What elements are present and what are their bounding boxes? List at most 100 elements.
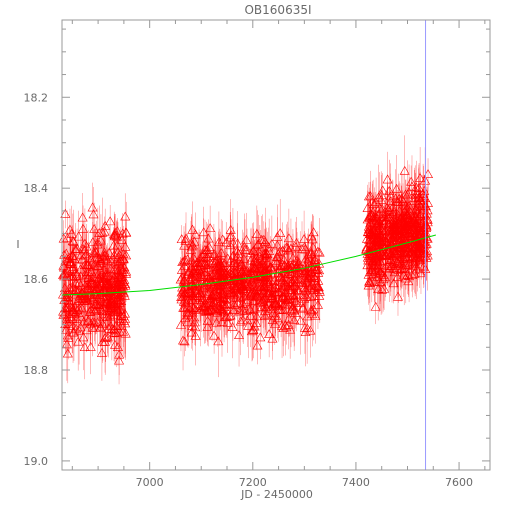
data-point bbox=[391, 183, 402, 193]
data-point bbox=[222, 298, 233, 308]
data-point bbox=[297, 303, 308, 313]
data-point bbox=[377, 185, 388, 195]
data-point bbox=[283, 233, 294, 243]
data-point bbox=[63, 332, 74, 342]
data-point bbox=[176, 234, 187, 244]
data-point bbox=[200, 298, 211, 308]
data-point bbox=[266, 238, 277, 248]
data-point bbox=[401, 210, 412, 219]
data-point bbox=[242, 278, 253, 288]
data-point bbox=[203, 233, 214, 243]
data-point bbox=[108, 253, 119, 263]
data-point bbox=[116, 262, 127, 272]
data-point bbox=[398, 228, 409, 238]
data-point bbox=[179, 302, 190, 312]
data-point bbox=[301, 291, 312, 301]
data-point bbox=[392, 272, 403, 282]
data-point bbox=[120, 328, 131, 338]
data-point bbox=[312, 299, 323, 309]
data-point bbox=[61, 293, 72, 303]
data-point bbox=[275, 228, 286, 238]
data-point bbox=[117, 234, 128, 244]
data-point bbox=[413, 192, 424, 202]
data-point bbox=[300, 244, 311, 254]
data-point bbox=[373, 208, 384, 218]
data-point bbox=[202, 278, 213, 288]
data-point bbox=[248, 246, 259, 255]
data-point bbox=[200, 267, 211, 277]
data-point bbox=[79, 342, 90, 352]
data-point bbox=[106, 302, 117, 312]
data-point bbox=[115, 304, 126, 314]
data-point bbox=[64, 316, 75, 326]
data-point bbox=[77, 254, 88, 264]
data-point bbox=[372, 271, 383, 281]
y-tick-label: 19.0 bbox=[24, 455, 49, 468]
data-point bbox=[227, 322, 238, 331]
data-point bbox=[189, 236, 200, 246]
data-point bbox=[109, 323, 120, 333]
data-point bbox=[261, 276, 272, 286]
data-point bbox=[252, 239, 263, 249]
data-point bbox=[314, 258, 325, 268]
data-point bbox=[307, 309, 318, 319]
x-tick-label: 7600 bbox=[445, 476, 473, 489]
data-point bbox=[179, 240, 190, 250]
data-point bbox=[412, 209, 423, 219]
data-point bbox=[100, 220, 111, 230]
data-point bbox=[206, 304, 217, 314]
data-point bbox=[382, 212, 393, 222]
data-point bbox=[285, 324, 296, 334]
data-point bbox=[109, 259, 121, 269]
data-point bbox=[102, 311, 113, 321]
data-point bbox=[187, 224, 198, 234]
data-point bbox=[362, 203, 373, 213]
data-point bbox=[249, 264, 260, 274]
data-point bbox=[212, 259, 223, 269]
data-point bbox=[271, 258, 282, 267]
data-point bbox=[410, 237, 421, 247]
data-point bbox=[237, 315, 248, 325]
data-point bbox=[207, 257, 218, 267]
data-point bbox=[211, 264, 222, 274]
data-point bbox=[392, 291, 403, 301]
data-point bbox=[257, 241, 268, 251]
data-point bbox=[73, 231, 84, 241]
data-point bbox=[374, 202, 385, 212]
data-point bbox=[270, 255, 281, 265]
data-point bbox=[88, 283, 99, 293]
data-point bbox=[299, 241, 310, 251]
data-point bbox=[87, 257, 98, 267]
data-point bbox=[88, 209, 99, 219]
data-point bbox=[291, 255, 302, 265]
data-point bbox=[85, 341, 96, 351]
data-point bbox=[67, 263, 78, 273]
data-point bbox=[234, 330, 245, 340]
data-point bbox=[97, 227, 108, 237]
x-axis-label: JD - 2450000 bbox=[240, 488, 313, 501]
data-point bbox=[209, 286, 220, 296]
data-point bbox=[252, 340, 263, 350]
data-point bbox=[270, 298, 281, 308]
data-point bbox=[194, 272, 205, 282]
data-point bbox=[175, 319, 186, 329]
data-point bbox=[104, 286, 115, 295]
data-point bbox=[225, 278, 236, 288]
data-point bbox=[228, 250, 239, 260]
data-point bbox=[417, 198, 428, 208]
data-point bbox=[277, 282, 288, 292]
data-point bbox=[370, 301, 381, 311]
data-point bbox=[410, 220, 421, 230]
data-point bbox=[101, 287, 112, 297]
data-point bbox=[380, 272, 391, 282]
data-point bbox=[314, 284, 325, 294]
data-point bbox=[260, 300, 271, 310]
data-point bbox=[67, 321, 78, 331]
data-point bbox=[202, 321, 213, 331]
data-point bbox=[198, 281, 209, 291]
data-point bbox=[264, 288, 275, 297]
data-point bbox=[404, 271, 415, 280]
data-point bbox=[76, 303, 87, 313]
data-point bbox=[97, 318, 108, 328]
data-point bbox=[235, 291, 246, 301]
